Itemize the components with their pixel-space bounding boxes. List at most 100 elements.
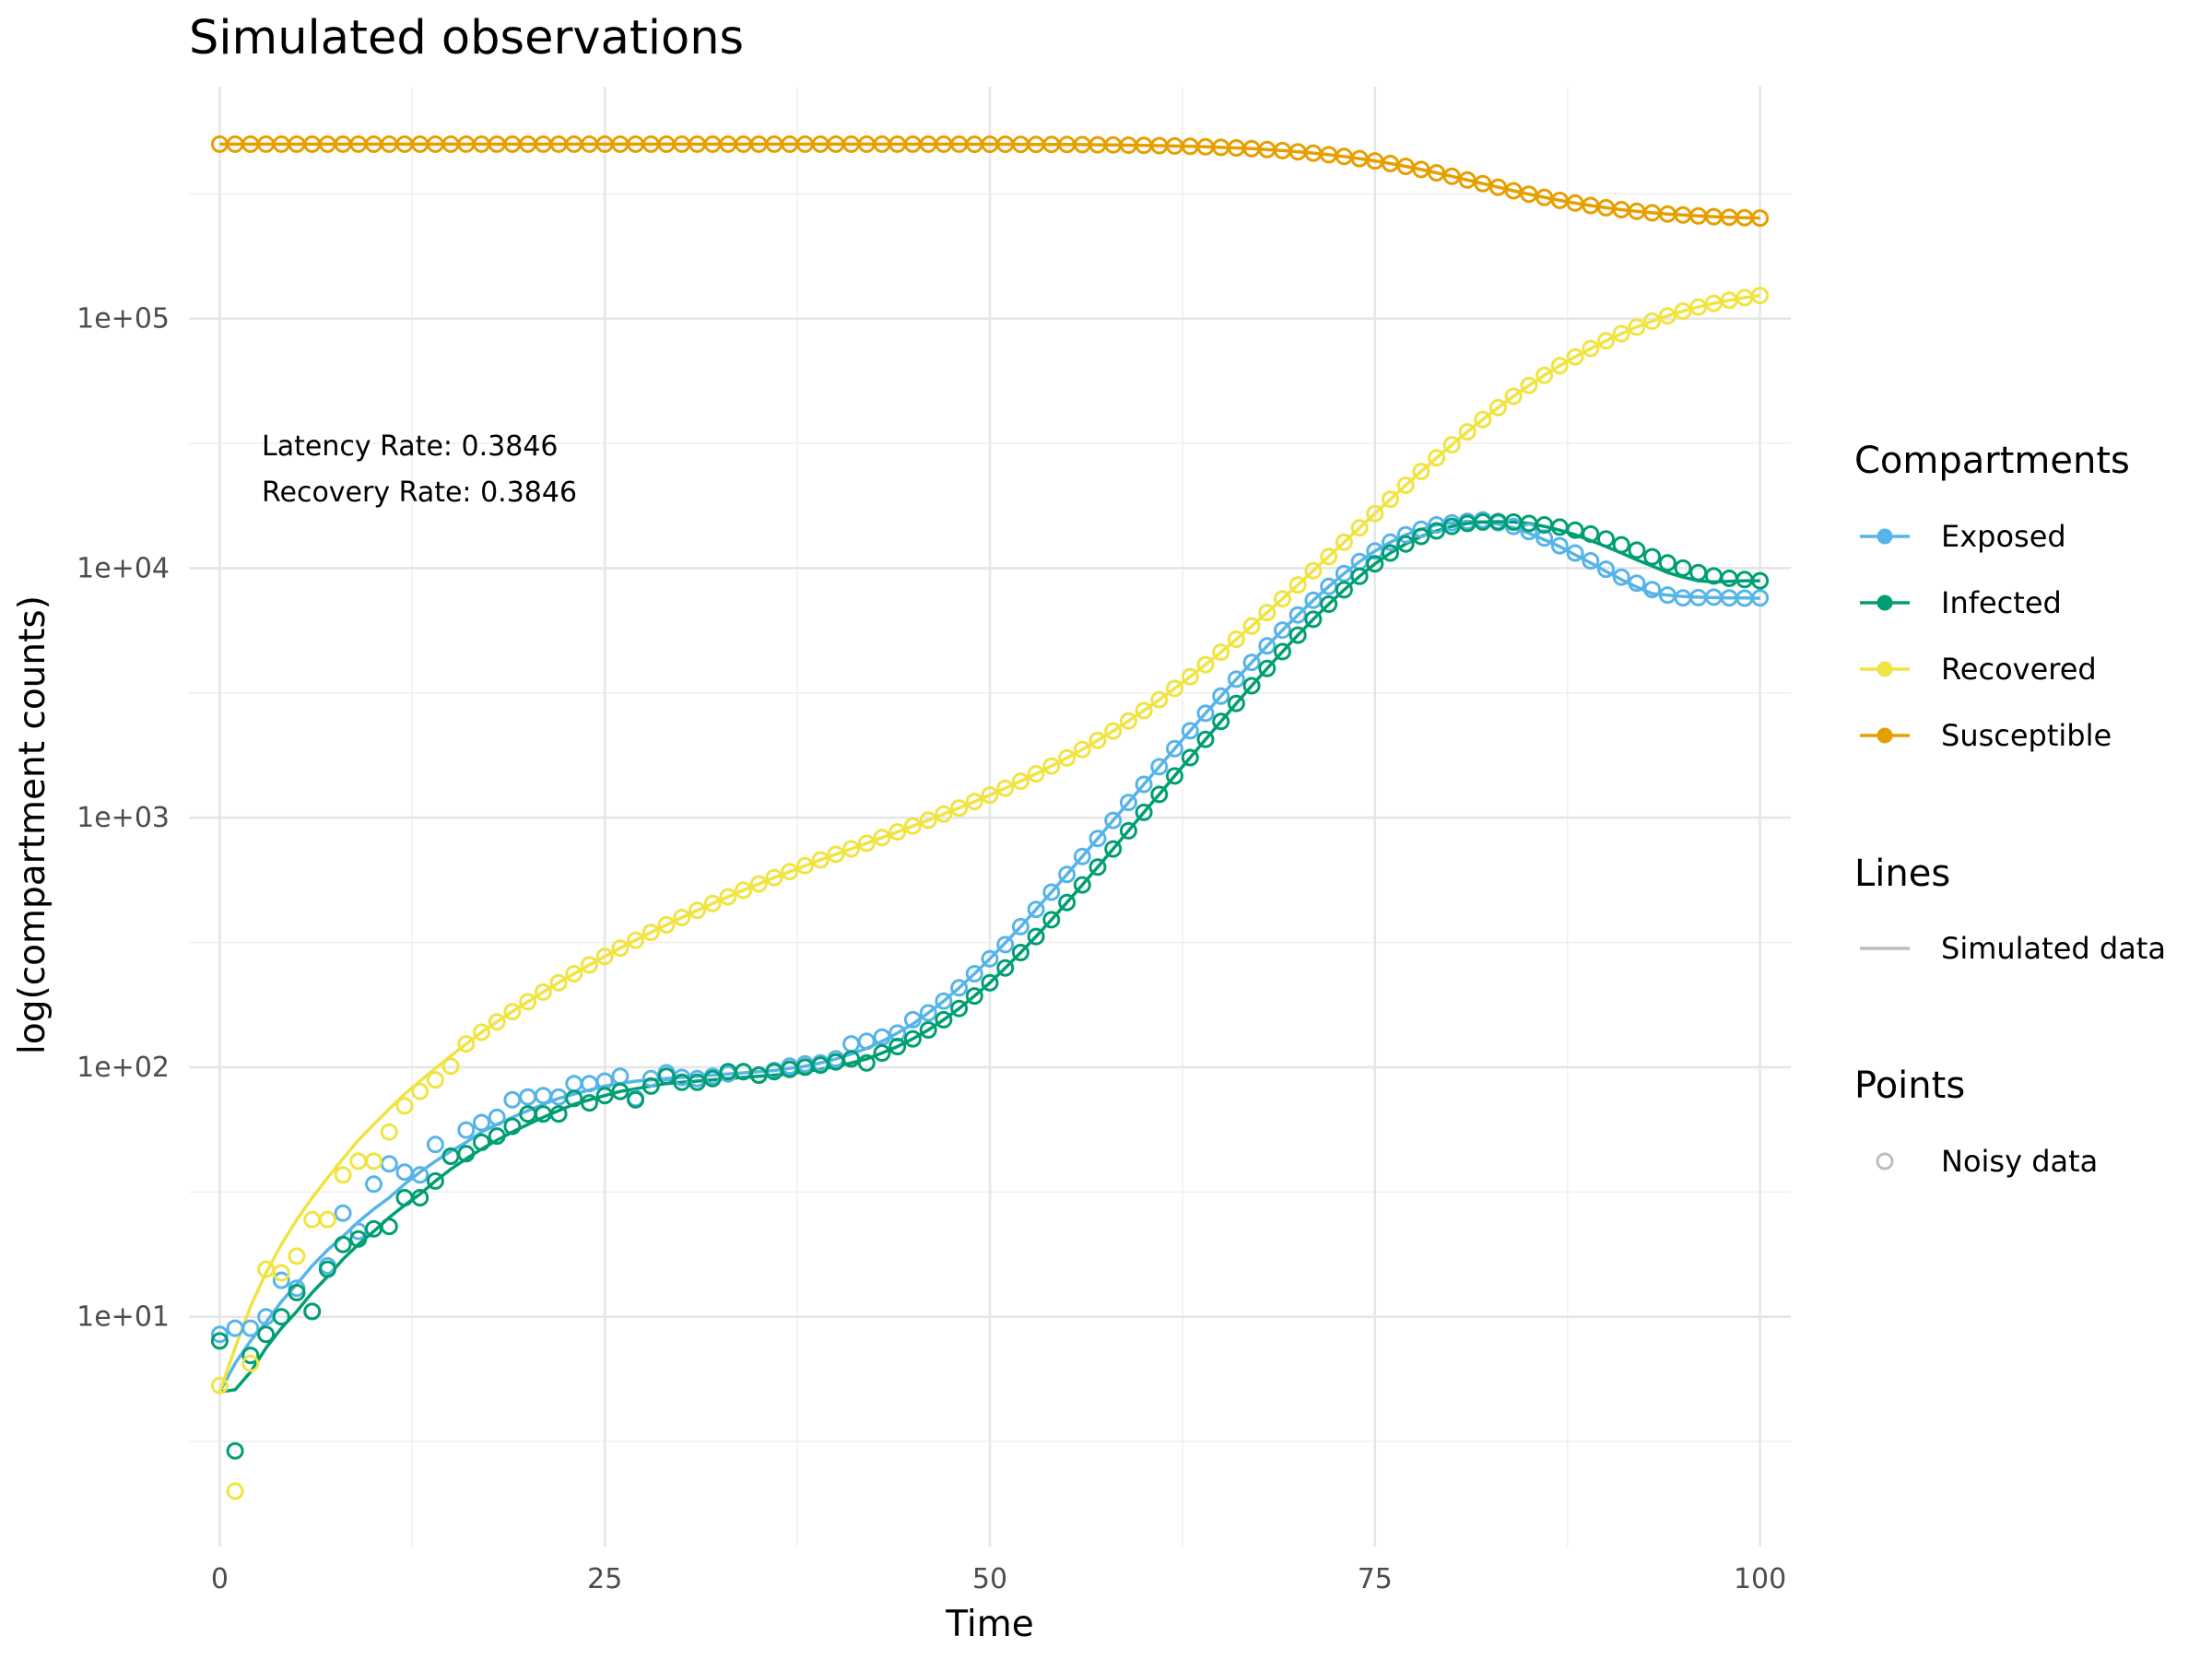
point-exposed-noisy [534, 1087, 552, 1105]
point-exposed-noisy [1520, 523, 1538, 541]
line-susceptible-simulated [219, 142, 1760, 220]
y-axis-ticks: 1e+01 1e+02 1e+03 1e+04 1e+05 [76, 303, 170, 1334]
point-recovered-noisy [1135, 701, 1153, 720]
point-exposed-noisy [1150, 758, 1169, 776]
point-infected-noisy [241, 1347, 260, 1365]
legend-compartments: Exposed Infected Recovered Susceptible [1860, 519, 2112, 753]
legend-label-simulated: Simulated data [1941, 931, 2166, 966]
y-tick-label: 1e+03 [76, 802, 170, 834]
point-exposed-noisy [334, 1204, 352, 1222]
point-infected-noisy [1258, 659, 1277, 677]
y-tick-label: 1e+01 [76, 1301, 170, 1334]
point-exposed-noisy [981, 949, 999, 968]
point-infected-noisy [1181, 748, 1199, 767]
point-recovered-noisy [1751, 287, 1770, 305]
point-recovered-noisy [857, 834, 876, 853]
point-infected-noisy [1643, 547, 1662, 566]
point-recovered-noisy [380, 1123, 398, 1141]
point-exposed-noisy [411, 1166, 429, 1184]
point-infected-noisy [1042, 911, 1061, 929]
point-susceptible-noisy [1442, 167, 1461, 185]
point-exposed-noisy [1119, 794, 1137, 812]
point-recovered-noisy [1104, 722, 1123, 740]
annotation-recovery-rate: Recovery Rate: 0.3846 [262, 477, 577, 509]
point-recovered-noisy [1504, 387, 1523, 406]
point-exposed-noisy [1535, 529, 1554, 547]
point-infected-noisy [303, 1302, 322, 1321]
point-infected-noisy [919, 1021, 937, 1039]
point-infected-noisy [935, 1010, 953, 1029]
point-exposed-noisy [426, 1135, 444, 1154]
point-infected-noisy [888, 1038, 907, 1055]
point-exposed-noisy [919, 1004, 937, 1022]
x-tick-label: 0 [211, 1563, 229, 1595]
point-infected-noisy [288, 1283, 306, 1301]
point-infected-noisy [1104, 840, 1123, 858]
point-recovered-noisy [426, 1071, 444, 1089]
point-infected-noisy [873, 1044, 891, 1062]
point-exposed-noisy [503, 1090, 522, 1109]
point-recovered-noisy [935, 805, 953, 823]
point-recovered-noisy [965, 793, 983, 811]
point-infected-noisy [210, 1332, 229, 1350]
point-infected-noisy [903, 1030, 922, 1048]
point-recovered-noisy [1212, 643, 1230, 662]
legend-key-recovered-point [1877, 661, 1893, 677]
point-recovered-noisy [1597, 332, 1615, 350]
point-recovered-noisy [1382, 490, 1399, 509]
point-exposed-noisy [1751, 589, 1770, 607]
point-exposed-noisy [1058, 865, 1077, 884]
point-infected-noisy [1658, 554, 1677, 572]
point-infected-noisy [857, 1053, 876, 1072]
point-recovered-noisy [1227, 630, 1245, 649]
point-infected-noisy [426, 1171, 444, 1190]
point-exposed-noisy [1042, 883, 1061, 901]
point-recovered-noisy [441, 1057, 460, 1076]
point-exposed-noisy [611, 1067, 629, 1086]
point-infected-noisy [1674, 559, 1692, 577]
point-recovered-noisy [1166, 679, 1183, 698]
legend-key-exposed-point [1877, 528, 1893, 545]
point-recovered-noisy [1643, 312, 1662, 330]
point-recovered-noisy [735, 881, 753, 900]
point-exposed-noisy [1196, 704, 1215, 723]
line-infected-simulated [219, 520, 1760, 1394]
point-recovered-noisy [1396, 477, 1415, 494]
point-recovered-noisy [349, 1152, 368, 1171]
point-recovered-noisy [534, 982, 552, 1001]
point-recovered-noisy [1058, 748, 1077, 767]
point-recovered-noisy [1320, 547, 1338, 566]
point-infected-noisy [457, 1145, 476, 1163]
point-recovered-noisy [1288, 576, 1307, 594]
point-recovered-noisy [1658, 307, 1677, 325]
point-exposed-noisy [1104, 811, 1123, 830]
legend-label-recovered: Recovered [1941, 652, 2097, 687]
point-infected-noisy [1628, 541, 1646, 559]
point-recovered-noisy [811, 851, 830, 869]
point-recovered-noisy [1612, 324, 1630, 343]
point-exposed-noisy [857, 1032, 876, 1051]
point-recovered-noisy [1674, 302, 1692, 321]
point-recovered-noisy [318, 1210, 336, 1229]
point-infected-noisy [1396, 535, 1415, 553]
point-susceptible-noisy [1458, 171, 1477, 189]
point-infected-noisy [1720, 570, 1738, 587]
point-recovered-noisy [796, 856, 814, 875]
y-tick-label: 1e+02 [76, 1052, 170, 1084]
x-axis-ticks: 0 25 50 75 100 [211, 1563, 1786, 1595]
point-infected-noisy [611, 1082, 629, 1100]
point-recovered-noisy [257, 1260, 276, 1278]
point-recovered-noisy [1242, 617, 1261, 635]
point-infected-noisy [965, 987, 983, 1006]
point-infected-noisy [1011, 944, 1030, 961]
point-exposed-noisy [1274, 621, 1291, 640]
point-infected-noisy [1304, 610, 1323, 629]
point-recovered-noisy [996, 779, 1015, 797]
point-recovered-noisy [241, 1354, 260, 1372]
point-infected-noisy [1242, 677, 1261, 695]
point-recovered-noisy [411, 1082, 429, 1100]
point-infected-noisy [1597, 530, 1615, 548]
x-tick-label: 100 [1734, 1563, 1786, 1595]
point-recovered-noisy [1042, 757, 1061, 775]
point-exposed-noisy [1628, 574, 1646, 593]
